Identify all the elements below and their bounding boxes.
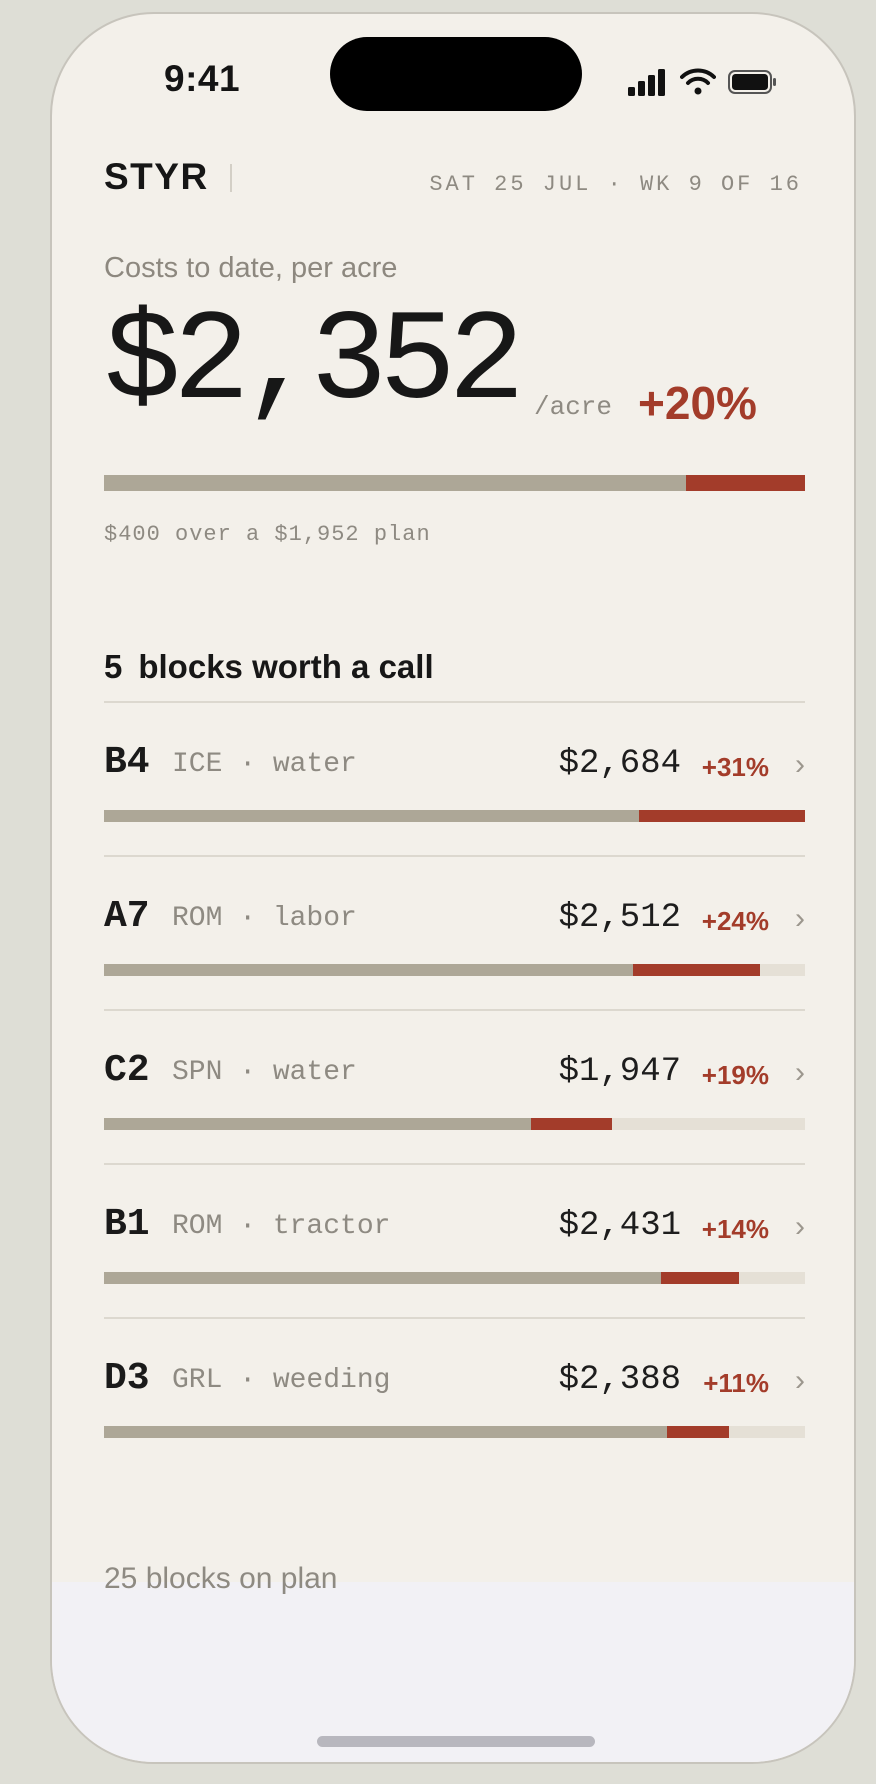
plan-fill: [104, 1426, 667, 1438]
status-time: 9:41: [164, 58, 241, 99]
block-cost-bar: [104, 1118, 805, 1130]
chevron-right-icon[interactable]: ›: [795, 1210, 805, 1243]
chevron-right-icon[interactable]: ›: [795, 902, 805, 935]
chevron-right-icon[interactable]: ›: [795, 1056, 805, 1089]
block-code: B1: [104, 1203, 150, 1246]
dynamic-island: [330, 37, 582, 111]
block-description: SPN · water: [172, 1057, 357, 1088]
block-change-percent: +24%: [701, 906, 769, 936]
cellular-signal-icon: [628, 68, 668, 96]
home-indicator[interactable]: [317, 1736, 595, 1747]
alert-count: 5: [104, 648, 123, 685]
overrun-fill: [685, 475, 805, 491]
overrun-fill: [633, 964, 761, 976]
plan-fill: [104, 475, 686, 491]
block-row[interactable]: C2 SPN · water $1,947 +19% ›: [104, 1009, 805, 1163]
plan-fill: [104, 810, 639, 822]
block-list: B4 ICE · water $2,684 +31% › A7 ROM · labor $2,…: [104, 701, 805, 1471]
block-code: D3: [104, 1357, 150, 1400]
block-cost-bar: [104, 1426, 805, 1438]
block-cost-bar: [104, 964, 805, 976]
overrun-fill: [530, 1118, 613, 1130]
block-cost-amount: $2,388: [558, 1361, 681, 1399]
block-cost-amount: $2,684: [558, 745, 681, 783]
block-code: C2: [104, 1049, 150, 1092]
overrun-fill: [638, 810, 805, 822]
blocks-on-plan-label[interactable]: 25 blocks on plan: [104, 1562, 338, 1595]
phone-frame: 9:41 STYR SAT 25 JUL · WK 9 OF 16 Costs …: [50, 12, 856, 1764]
block-code: B4: [104, 741, 150, 784]
block-row[interactable]: A7 ROM · labor $2,512 +24% ›: [104, 855, 805, 1009]
overrun-note: $400 over a $1,952 plan: [104, 522, 431, 547]
plan-fill: [104, 1272, 662, 1284]
block-cost-bar: [104, 1272, 805, 1284]
block-description: ICE · water: [172, 749, 357, 780]
overrun-fill: [666, 1426, 729, 1438]
block-description: GRL · weeding: [172, 1365, 391, 1396]
plan-fill: [104, 964, 634, 976]
block-change-percent: +11%: [703, 1368, 769, 1398]
wifi-icon: [680, 68, 716, 95]
block-change-percent: +14%: [701, 1214, 769, 1244]
brand-divider: [230, 164, 232, 192]
per-acre-unit: /acre: [534, 392, 613, 422]
block-row[interactable]: B4 ICE · water $2,684 +31% ›: [104, 701, 805, 855]
brand-logo: STYR: [104, 156, 209, 197]
date-week-label: SAT 25 JUL · WK 9 OF 16: [429, 172, 802, 197]
battery-icon: [728, 70, 776, 94]
cost-label: Costs to date, per acre: [104, 252, 398, 284]
chevron-right-icon[interactable]: ›: [795, 748, 805, 781]
block-cost-amount: $2,512: [558, 899, 681, 937]
block-row[interactable]: B1 ROM · tractor $2,431 +14% ›: [104, 1163, 805, 1317]
bottom-panel: [52, 1582, 854, 1762]
block-description: ROM · tractor: [172, 1211, 391, 1242]
block-cost-amount: $1,947: [558, 1053, 681, 1091]
cost-per-acre-amount: $2,352: [104, 291, 525, 436]
cost-change-percent: +20%: [638, 377, 757, 429]
section-title-text: blocks worth a call: [138, 648, 434, 685]
block-cost-amount: $2,431: [558, 1207, 681, 1245]
block-change-percent: +31%: [701, 752, 769, 782]
section-title: 5 blocks worth a call: [104, 648, 434, 686]
chevron-right-icon[interactable]: ›: [795, 1364, 805, 1397]
block-description: ROM · labor: [172, 903, 357, 934]
plan-fill: [104, 1118, 531, 1130]
block-code: A7: [104, 895, 150, 938]
block-cost-bar: [104, 810, 805, 822]
block-change-percent: +19%: [701, 1060, 769, 1090]
cost-vs-plan-bar: [104, 475, 805, 491]
block-row[interactable]: D3 GRL · weeding $2,388 +11% ›: [104, 1317, 805, 1471]
overrun-fill: [661, 1272, 740, 1284]
